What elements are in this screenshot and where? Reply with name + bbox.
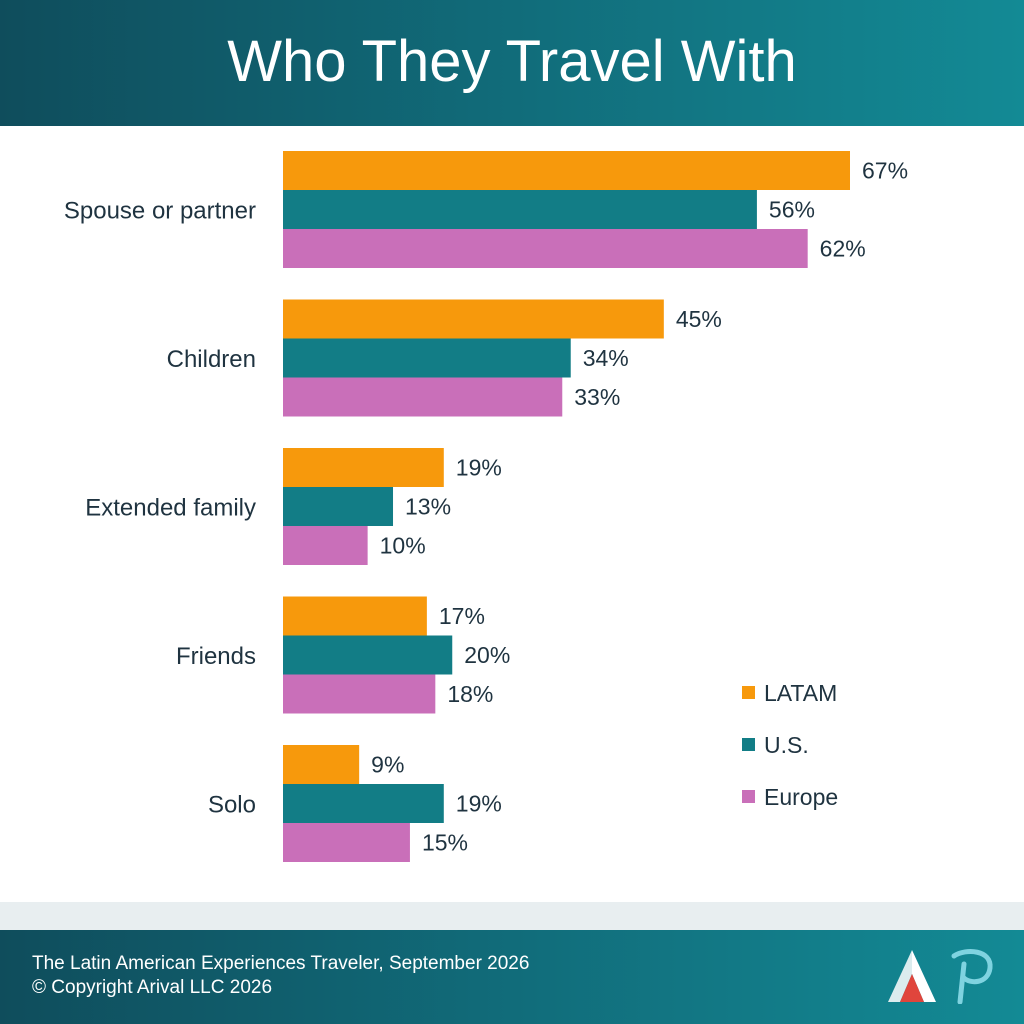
bar-extended-family-latam [283, 448, 444, 487]
bar-spouse-or-partner-latam [283, 151, 850, 190]
data-label-solo-u-s: 19% [456, 791, 502, 817]
bar-children-europe [283, 377, 563, 417]
data-label-solo-latam: 9% [371, 752, 404, 778]
bar-children-u-s [283, 338, 571, 378]
legend-label-europe: Europe [764, 784, 838, 810]
legend-swatch-u-s [742, 738, 755, 751]
category-label-extended-family: Extended family [85, 495, 256, 522]
bar-friends-latam [283, 596, 427, 636]
arival-logo-icon [888, 950, 936, 1002]
data-label-spouse-or-partner-latam: 67% [862, 158, 908, 184]
bar-extended-family-u-s [283, 487, 394, 526]
category-label-solo: Solo [208, 792, 256, 819]
bar-friends-u-s [283, 635, 453, 675]
footer-text: The Latin American Experiences Traveler,… [32, 952, 529, 1000]
legend-label-u-s: U.S. [764, 732, 809, 758]
source-text: The Latin American Experiences Traveler,… [32, 953, 530, 974]
data-label-children-europe: 33% [574, 384, 620, 410]
bar-spouse-or-partner-europe [283, 229, 808, 268]
footer: The Latin American Experiences Traveler,… [0, 930, 1024, 1024]
category-label-friends: Friends [176, 643, 256, 670]
bar-solo-europe [283, 823, 410, 862]
category-label-spouse-or-partner: Spouse or partner [64, 198, 256, 225]
data-label-friends-europe: 18% [447, 681, 493, 707]
data-label-spouse-or-partner-europe: 62% [820, 236, 866, 262]
bar-chart: Spouse or partner 67% 56%62% Children 45% 34%… [64, 151, 908, 862]
category-label-children: Children [167, 346, 256, 373]
data-label-spouse-or-partner-u-s: 56% [769, 197, 815, 223]
bar-solo-latam [283, 745, 360, 784]
data-label-extended-family-latam: 19% [456, 455, 502, 481]
data-label-extended-family-europe: 10% [380, 533, 426, 559]
data-label-friends-u-s: 20% [464, 642, 510, 668]
data-label-children-latam: 45% [676, 306, 722, 332]
chart-title: Who They Travel With [227, 29, 797, 94]
partner-logo-icon [951, 949, 993, 1004]
bar-friends-europe [283, 674, 436, 714]
legend-swatch-latam [742, 686, 755, 699]
data-label-extended-family-u-s: 13% [405, 494, 451, 520]
bar-extended-family-europe [283, 526, 368, 565]
header-banner: Who They Travel With [0, 0, 1024, 126]
data-label-solo-europe: 15% [422, 830, 468, 856]
footer-divider-band [0, 902, 1024, 930]
bar-children-latam [283, 299, 664, 339]
bar-solo-u-s [283, 784, 444, 823]
legend-swatch-europe [742, 790, 755, 803]
data-label-children-u-s: 34% [583, 345, 629, 371]
chart-area: Spouse or partner 67% 56% 62% Children 45% 34%… [0, 126, 1024, 902]
data-label-friends-latam: 17% [439, 603, 485, 629]
bar-spouse-or-partner-u-s [283, 190, 757, 229]
legend-label-latam: LATAM [764, 680, 837, 706]
copyright-text: © Copyright Arival LLC 2026 [32, 977, 273, 998]
